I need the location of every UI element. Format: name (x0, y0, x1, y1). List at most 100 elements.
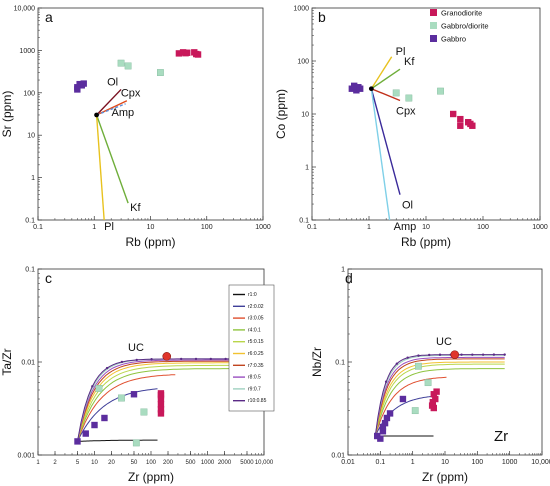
pd-point-gabbro (379, 428, 387, 435)
pc-point-gabbro (91, 421, 98, 429)
pb-x-tick-label: 1 (367, 224, 371, 231)
pa-vector-pl (95, 114, 105, 221)
pd-point-gabbro (399, 395, 407, 403)
pc-x-tick-label: 2000 (218, 460, 232, 466)
pc-point-gabbro-diorite (118, 394, 125, 402)
panel-letter-c: c (45, 270, 52, 286)
pd-x-tick-label: 10 (441, 459, 449, 466)
pc-x-tick-label: 10 (91, 460, 98, 466)
pc-curve-marker (91, 385, 94, 388)
pa-y-tick-label: 10,000 (14, 6, 36, 13)
pd-point-granodiorite (433, 388, 440, 395)
panel-letter-a: a (45, 9, 53, 25)
pc-x-tick-label: 1 (36, 460, 40, 466)
pc-uc-point (162, 352, 172, 361)
pa-x-axis-label: Rb (ppm) (125, 235, 175, 249)
pd-point-gabbro (386, 410, 394, 417)
pd-curve-marker (428, 353, 431, 357)
pb-point-gabbro (351, 82, 358, 90)
pb-y-axis-label: Co (ppm) (274, 89, 288, 139)
pd-x-axis-label: Zr (ppm) (422, 470, 468, 484)
pc-point-gabbro (130, 391, 138, 398)
pb-y-tick-label: 1 (305, 165, 309, 172)
pa-point-granodiorite (193, 50, 200, 58)
pd-mixing-curve-7 (374, 358, 505, 437)
pc-x-tick-label: 20 (108, 460, 115, 466)
pa-vector-kf (95, 114, 129, 204)
pd-curve-marker (481, 353, 485, 356)
pc-mixing-curve-5 (77, 364, 256, 442)
pa-point-gabbro (74, 86, 81, 93)
pb-y-tick-label: 1000 (293, 6, 309, 13)
pd-mixing-curve-3 (374, 376, 447, 437)
pc-curve-marker (194, 357, 198, 361)
pa-y-axis-label: Sr (ppm) (0, 91, 14, 138)
pb-vector-ol (370, 88, 401, 195)
legend-curve-label-10: r10:0.85 (248, 398, 267, 404)
pc-y-axis-label: Ta/Zr (0, 348, 14, 375)
pd-y-tick-label: 0.01 (331, 453, 345, 460)
pa-point-granodiorite (182, 49, 189, 57)
pc-y-tick-label: 0.001 (17, 453, 35, 460)
pd-y-tick-label: 0.1 (335, 360, 345, 367)
pa-frame (37, 7, 264, 221)
pa-point-gabbro-diorite (117, 59, 125, 67)
pc-x-tick-label: 10,000 (255, 460, 274, 466)
pc-x-tick-label: 2 (53, 460, 57, 466)
pb-point-gabbro-diorite (437, 87, 444, 95)
pd-curve-marker (460, 353, 463, 356)
pd-curve-marker (417, 354, 420, 357)
pd-point-gabbro-diorite (411, 407, 419, 415)
pa-vector-label-cpx: Cpx (121, 88, 141, 100)
legend-curve-label-1: r1:0 (248, 292, 257, 298)
pa-y-tick-label: 1000 (19, 48, 35, 55)
pd-curve-marker (503, 353, 506, 356)
pa-vector-label-kf: Kf (130, 202, 141, 214)
pc-mixing-curve-3 (77, 374, 176, 442)
pa-x-tick-label: 1000 (255, 224, 271, 231)
legend-swatch-gabbro (430, 35, 437, 42)
pb-point-granodiorite (457, 122, 464, 129)
pc-y-tick-label: 0.01 (21, 360, 35, 367)
pb-vector-kf (370, 68, 401, 90)
legend-curve-label-4: r4:0.1 (248, 327, 261, 333)
pc-curve-marker (105, 366, 109, 370)
pd-point-granodiorite (430, 404, 437, 412)
legend-label-gabbro-diorite: Gabbro/diorite (441, 22, 489, 31)
pa-vector-ol (96, 88, 122, 116)
pa-vector-label-amp: Amp (112, 107, 135, 119)
pc-curve-marker (150, 358, 153, 361)
legend-curve-label-6: r6:0.25 (248, 351, 264, 357)
pd-mixing-curve-6 (374, 361, 505, 437)
pb-y-tick-label: 0.1 (299, 218, 309, 225)
pa-y-tick-label: 10 (27, 133, 35, 140)
pc-point-gabbro (101, 414, 108, 422)
pd-x-tick-label: 1 (411, 459, 415, 466)
legend-curve-label-3: r3:0.05 (248, 316, 264, 322)
pb-point-gabbro (356, 85, 364, 92)
legend-curve-label-8: r8:0.5 (248, 375, 261, 381)
pc-point-granodiorite (157, 390, 165, 397)
pa-y-tick-label: 1 (31, 175, 35, 182)
pd-point-granodiorite (429, 398, 437, 406)
pb-vector-origin (368, 86, 374, 92)
pd-curve-marker (395, 362, 399, 365)
pd-x-tick-label: 10,000 (531, 459, 550, 466)
legend-curve-label-2: r2:0.02 (248, 304, 264, 310)
legend-swatch-granodiorite (430, 9, 437, 16)
pb-frame (311, 7, 541, 221)
pa-point-granodiorite (175, 50, 183, 57)
pd-y-tick-label: 1 (341, 267, 345, 274)
pd-x-tick-label: 0.1 (375, 459, 385, 466)
pd-uc-point (450, 350, 460, 359)
pb-vector-label-kf: Kf (404, 56, 415, 68)
legend-label-granodiorite: Granodiorite (441, 9, 482, 18)
pc-point-gabbro (74, 438, 81, 445)
pd-curve-marker (384, 380, 388, 383)
panel-letter-b: b (318, 9, 326, 25)
pd-curve-marker (471, 353, 474, 356)
pa-x-tick-label: 100 (201, 224, 213, 231)
pa-point-gabbro-diorite (157, 69, 164, 76)
pb-x-tick-label: 0.1 (307, 224, 317, 231)
pc-point-gabbro-diorite (140, 408, 148, 416)
